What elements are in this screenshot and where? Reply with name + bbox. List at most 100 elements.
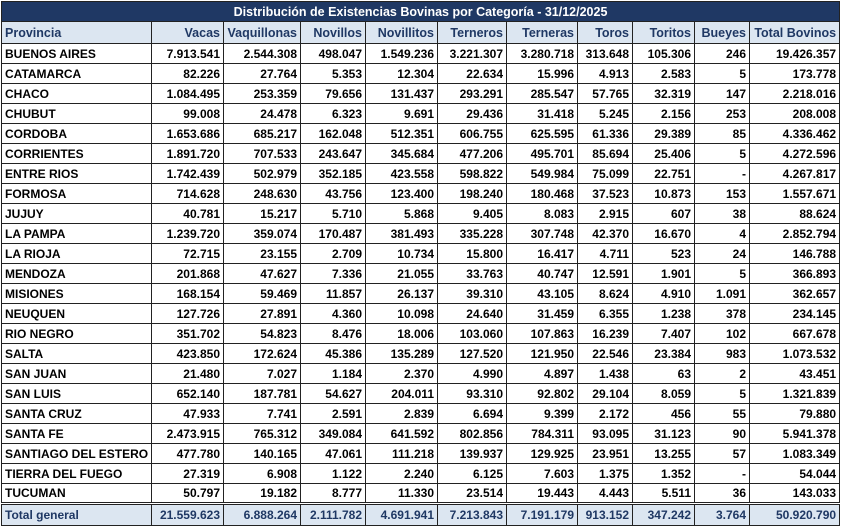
value-cell: 88.624: [748, 203, 841, 224]
column-header: Provincia: [1, 21, 152, 44]
value-cell: 45.386: [300, 343, 366, 364]
value-cell: 4.990: [437, 363, 507, 384]
value-cell: 143.033: [748, 483, 841, 504]
value-cell: -: [694, 163, 750, 184]
value-cell: 57.765: [577, 83, 633, 104]
value-cell: 43.105: [506, 283, 578, 304]
value-cell: 7.407: [632, 323, 695, 344]
value-cell: 349.084: [300, 423, 366, 444]
value-cell: 153: [694, 183, 750, 204]
value-cell: 15.217: [223, 203, 301, 224]
data-row: CORDOBA 1.653.686 685.217 162.048 512.351 606…: [1, 123, 841, 144]
value-cell: 243.647: [300, 143, 366, 164]
province-cell: JUJUY: [1, 203, 152, 224]
value-cell: 129.925: [506, 443, 578, 464]
value-cell: 5.710: [300, 203, 366, 224]
value-cell: 1.073.532: [748, 343, 841, 364]
value-cell: 29.436: [437, 103, 507, 124]
data-row: NEUQUEN 127.726 27.891 4.360 10.098 24.640 31.…: [1, 303, 841, 324]
value-cell: 285.547: [506, 83, 578, 104]
column-header: Terneros: [437, 21, 507, 44]
data-row: SAN JUAN 21.480 7.027 1.184 2.370 4.990 4.897 1…: [1, 363, 841, 384]
value-cell: 4.910: [632, 283, 695, 304]
value-cell: 99.008: [151, 103, 224, 124]
value-cell: 111.218: [365, 443, 438, 464]
data-row: CHACO 1.084.495 253.359 79.656 131.437 293.29…: [1, 83, 841, 104]
value-cell: 27.891: [223, 303, 301, 324]
value-cell: 47.627: [223, 263, 301, 284]
value-cell: 2.370: [365, 363, 438, 384]
province-cell: SANTA CRUZ: [1, 403, 152, 424]
total-label: Total general: [1, 502, 152, 526]
province-cell: LA PAMPA: [1, 223, 152, 244]
value-cell: 1.239.720: [151, 223, 224, 244]
value-cell: 248.630: [223, 183, 301, 204]
value-cell: 549.984: [506, 163, 578, 184]
value-cell: 2.172: [577, 403, 633, 424]
value-cell: 2.852.794: [748, 223, 841, 244]
data-row: LA PAMPA 1.239.720 359.074 170.487 381.493 33…: [1, 223, 841, 244]
value-cell: 1.557.671: [748, 183, 841, 204]
value-cell: 293.291: [437, 83, 507, 104]
data-row: MISIONES 168.154 59.469 11.857 26.137 39.310 4…: [1, 283, 841, 304]
value-cell: 79.656: [300, 83, 366, 104]
value-cell: 103.060: [437, 323, 507, 344]
value-cell: 22.546: [577, 343, 633, 364]
value-cell: 307.748: [506, 223, 578, 244]
value-cell: 7.336: [300, 263, 366, 284]
data-row: ENTRE RIOS 1.742.439 502.979 352.185 423.558…: [1, 163, 841, 184]
value-cell: 10.734: [365, 243, 438, 264]
province-cell: TIERRA DEL FUEGO: [1, 463, 152, 484]
total-cell: 21.559.623: [151, 502, 224, 526]
value-cell: 22.751: [632, 163, 695, 184]
value-cell: 15.996: [506, 63, 578, 84]
value-cell: 983: [694, 343, 750, 364]
value-cell: 54.044: [748, 463, 841, 484]
value-cell: 5.868: [365, 203, 438, 224]
column-header: Total Bovinos: [748, 21, 841, 44]
column-header: Toritos: [632, 21, 695, 44]
province-cell: CHACO: [1, 83, 152, 104]
value-cell: 208.008: [748, 103, 841, 124]
province-cell: MENDOZA: [1, 263, 152, 284]
value-cell: 82.226: [151, 63, 224, 84]
value-cell: 4.913: [577, 63, 633, 84]
value-cell: 495.701: [506, 143, 578, 164]
value-cell: 12.591: [577, 263, 633, 284]
data-row: BUENOS AIRES 7.913.541 2.544.308 498.047 1.5…: [1, 43, 841, 64]
total-cell: 7.213.843: [437, 502, 507, 526]
value-cell: 180.468: [506, 183, 578, 204]
value-cell: 131.437: [365, 83, 438, 104]
data-row: CATAMARCA 82.226 27.764 5.353 12.304 22.634 15…: [1, 63, 841, 84]
value-cell: 173.778: [748, 63, 841, 84]
value-cell: 23.384: [632, 343, 695, 364]
value-cell: 123.400: [365, 183, 438, 204]
value-cell: 23.155: [223, 243, 301, 264]
province-cell: CORDOBA: [1, 123, 152, 144]
value-cell: 2.709: [300, 243, 366, 264]
data-row: SANTA FE 2.473.915 765.312 349.084 641.592 80…: [1, 423, 841, 444]
value-cell: 57: [694, 443, 750, 464]
value-cell: 92.802: [506, 383, 578, 404]
value-cell: 26.137: [365, 283, 438, 304]
value-cell: 1.653.686: [151, 123, 224, 144]
value-cell: 43.756: [300, 183, 366, 204]
value-cell: 707.533: [223, 143, 301, 164]
value-cell: 61.336: [577, 123, 633, 144]
total-cell: 913.152: [577, 502, 633, 526]
value-cell: 351.702: [151, 323, 224, 344]
value-cell: 9.405: [437, 203, 507, 224]
province-cell: FORMOSA: [1, 183, 152, 204]
value-cell: 63: [632, 363, 695, 384]
value-cell: 4.443: [577, 483, 633, 504]
value-cell: 79.880: [748, 403, 841, 424]
value-cell: 102: [694, 323, 750, 344]
province-cell: SANTIAGO DEL ESTERO: [1, 443, 152, 464]
province-cell: SAN JUAN: [1, 363, 152, 384]
value-cell: 37.523: [577, 183, 633, 204]
value-cell: 8.777: [300, 483, 366, 504]
value-cell: 335.228: [437, 223, 507, 244]
value-cell: 1.083.349: [748, 443, 841, 464]
value-cell: 24.640: [437, 303, 507, 324]
value-cell: 21.480: [151, 363, 224, 384]
